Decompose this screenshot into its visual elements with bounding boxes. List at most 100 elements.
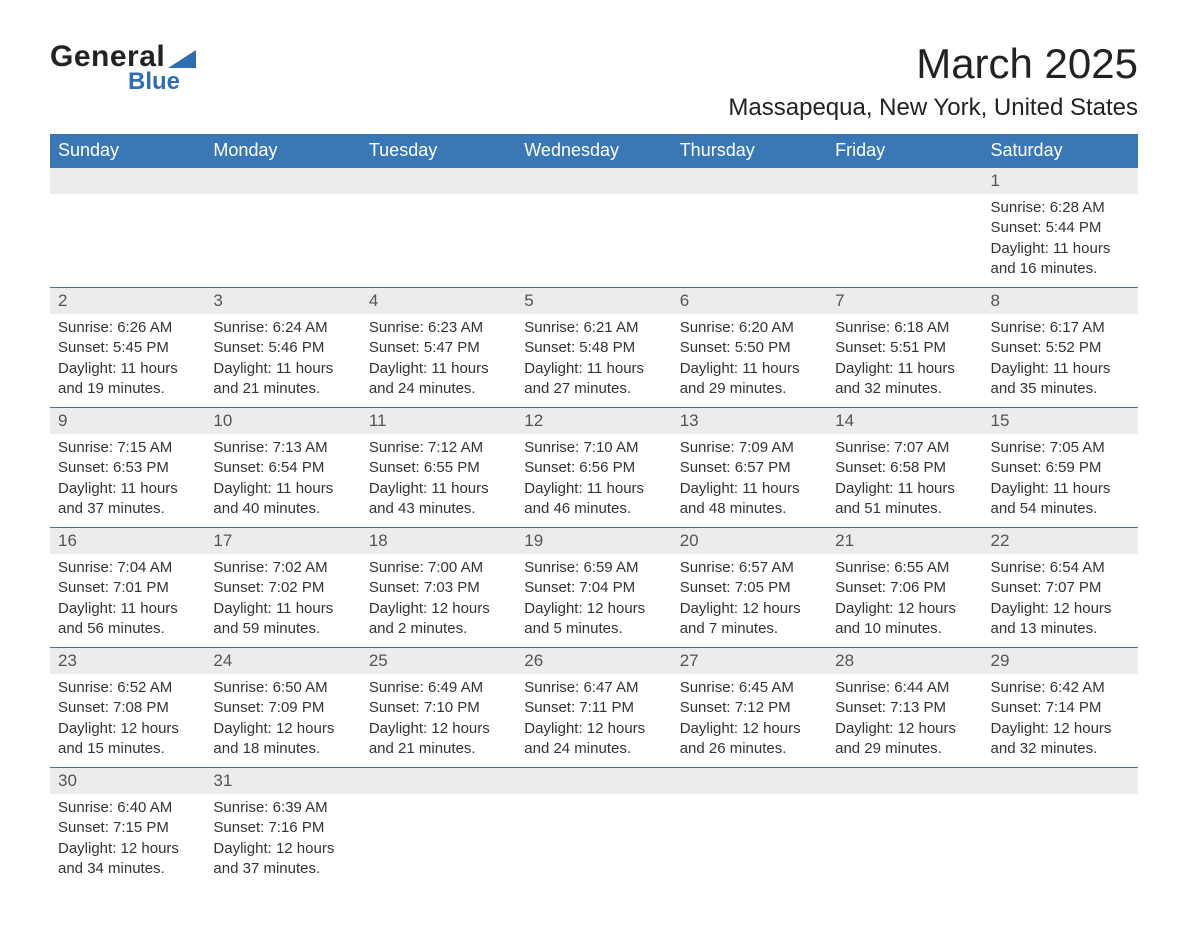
day-number: 27 (672, 648, 827, 674)
daylight-line: Daylight: 12 hours (369, 719, 508, 739)
sunrise-line: Sunrise: 7:12 AM (369, 438, 508, 458)
day-body (983, 794, 1138, 854)
calendar-row: 1Sunrise: 6:28 AMSunset: 5:44 PMDaylight… (50, 168, 1138, 288)
daylight-line: and 32 minutes. (835, 379, 974, 399)
sunrise-line: Sunrise: 6:59 AM (524, 558, 663, 578)
daylight-line: and 32 minutes. (991, 739, 1130, 759)
day-number (672, 768, 827, 794)
day-number (361, 168, 516, 194)
weekday-header: Tuesday (361, 134, 516, 168)
daylight-line: and 59 minutes. (213, 619, 352, 639)
day-body (827, 794, 982, 854)
daylight-line: and 48 minutes. (680, 499, 819, 519)
day-number: 3 (205, 288, 360, 314)
day-number: 19 (516, 528, 671, 554)
day-number: 24 (205, 648, 360, 674)
sunrise-line: Sunrise: 7:05 AM (991, 438, 1130, 458)
daylight-line: and 18 minutes. (213, 739, 352, 759)
sunrise-line: Sunrise: 6:55 AM (835, 558, 974, 578)
day-body: Sunrise: 7:00 AMSunset: 7:03 PMDaylight:… (361, 554, 516, 647)
sunrise-line: Sunrise: 6:49 AM (369, 678, 508, 698)
day-body: Sunrise: 6:57 AMSunset: 7:05 PMDaylight:… (672, 554, 827, 647)
daylight-line: Daylight: 12 hours (58, 839, 197, 859)
day-body: Sunrise: 6:28 AMSunset: 5:44 PMDaylight:… (983, 194, 1138, 287)
daylight-line: and 40 minutes. (213, 499, 352, 519)
daylight-line: and 37 minutes. (213, 859, 352, 879)
daylight-line: Daylight: 11 hours (58, 479, 197, 499)
daylight-line: and 21 minutes. (369, 739, 508, 759)
calendar-cell (361, 768, 516, 888)
calendar-row: 16Sunrise: 7:04 AMSunset: 7:01 PMDayligh… (50, 528, 1138, 648)
day-body: Sunrise: 6:18 AMSunset: 5:51 PMDaylight:… (827, 314, 982, 407)
logo: General Blue (50, 40, 196, 96)
sunset-line: Sunset: 6:58 PM (835, 458, 974, 478)
day-body: Sunrise: 6:45 AMSunset: 7:12 PMDaylight:… (672, 674, 827, 767)
sunrise-line: Sunrise: 6:24 AM (213, 318, 352, 338)
sunset-line: Sunset: 5:52 PM (991, 338, 1130, 358)
sunset-line: Sunset: 7:16 PM (213, 818, 352, 838)
sunrise-line: Sunrise: 7:09 AM (680, 438, 819, 458)
day-number: 6 (672, 288, 827, 314)
daylight-line: Daylight: 12 hours (835, 719, 974, 739)
daylight-line: Daylight: 12 hours (369, 599, 508, 619)
title-block: March 2025 Massapequa, New York, United … (728, 40, 1138, 122)
calendar-cell (827, 168, 982, 288)
sunrise-line: Sunrise: 6:23 AM (369, 318, 508, 338)
day-body (205, 194, 360, 254)
daylight-line: Daylight: 12 hours (835, 599, 974, 619)
sunset-line: Sunset: 5:48 PM (524, 338, 663, 358)
calendar-cell: 30Sunrise: 6:40 AMSunset: 7:15 PMDayligh… (50, 768, 205, 888)
sunset-line: Sunset: 7:04 PM (524, 578, 663, 598)
day-number: 4 (361, 288, 516, 314)
daylight-line: Daylight: 11 hours (680, 479, 819, 499)
day-number: 28 (827, 648, 982, 674)
calendar-cell (827, 768, 982, 888)
sunrise-line: Sunrise: 6:26 AM (58, 318, 197, 338)
sunset-line: Sunset: 7:11 PM (524, 698, 663, 718)
calendar-cell: 12Sunrise: 7:10 AMSunset: 6:56 PMDayligh… (516, 408, 671, 528)
daylight-line: and 46 minutes. (524, 499, 663, 519)
sunset-line: Sunset: 5:46 PM (213, 338, 352, 358)
day-number (516, 768, 671, 794)
sunrise-line: Sunrise: 7:15 AM (58, 438, 197, 458)
day-number: 17 (205, 528, 360, 554)
day-body: Sunrise: 6:20 AMSunset: 5:50 PMDaylight:… (672, 314, 827, 407)
daylight-line: Daylight: 11 hours (680, 359, 819, 379)
day-body: Sunrise: 7:04 AMSunset: 7:01 PMDaylight:… (50, 554, 205, 647)
day-number: 15 (983, 408, 1138, 434)
sunset-line: Sunset: 7:12 PM (680, 698, 819, 718)
day-number: 25 (361, 648, 516, 674)
daylight-line: and 34 minutes. (58, 859, 197, 879)
sunrise-line: Sunrise: 7:10 AM (524, 438, 663, 458)
day-number: 14 (827, 408, 982, 434)
sunrise-line: Sunrise: 7:07 AM (835, 438, 974, 458)
day-body: Sunrise: 7:07 AMSunset: 6:58 PMDaylight:… (827, 434, 982, 527)
calendar-cell: 22Sunrise: 6:54 AMSunset: 7:07 PMDayligh… (983, 528, 1138, 648)
weekday-header: Monday (205, 134, 360, 168)
calendar-cell: 26Sunrise: 6:47 AMSunset: 7:11 PMDayligh… (516, 648, 671, 768)
daylight-line: and 51 minutes. (835, 499, 974, 519)
day-number (50, 168, 205, 194)
daylight-line: Daylight: 12 hours (991, 719, 1130, 739)
sunrise-line: Sunrise: 7:00 AM (369, 558, 508, 578)
daylight-line: Daylight: 11 hours (524, 479, 663, 499)
calendar-cell: 15Sunrise: 7:05 AMSunset: 6:59 PMDayligh… (983, 408, 1138, 528)
daylight-line: and 24 minutes. (369, 379, 508, 399)
day-body: Sunrise: 6:42 AMSunset: 7:14 PMDaylight:… (983, 674, 1138, 767)
day-number (827, 168, 982, 194)
calendar-cell: 9Sunrise: 7:15 AMSunset: 6:53 PMDaylight… (50, 408, 205, 528)
calendar-cell (516, 168, 671, 288)
day-number: 1 (983, 168, 1138, 194)
sunset-line: Sunset: 5:44 PM (991, 218, 1130, 238)
sunrise-line: Sunrise: 6:40 AM (58, 798, 197, 818)
day-body: Sunrise: 6:59 AMSunset: 7:04 PMDaylight:… (516, 554, 671, 647)
sunset-line: Sunset: 7:10 PM (369, 698, 508, 718)
daylight-line: and 29 minutes. (680, 379, 819, 399)
day-number: 11 (361, 408, 516, 434)
calendar-cell (516, 768, 671, 888)
sunset-line: Sunset: 7:15 PM (58, 818, 197, 838)
sunset-line: Sunset: 7:03 PM (369, 578, 508, 598)
day-body: Sunrise: 6:21 AMSunset: 5:48 PMDaylight:… (516, 314, 671, 407)
sunset-line: Sunset: 5:51 PM (835, 338, 974, 358)
day-body: Sunrise: 6:39 AMSunset: 7:16 PMDaylight:… (205, 794, 360, 887)
